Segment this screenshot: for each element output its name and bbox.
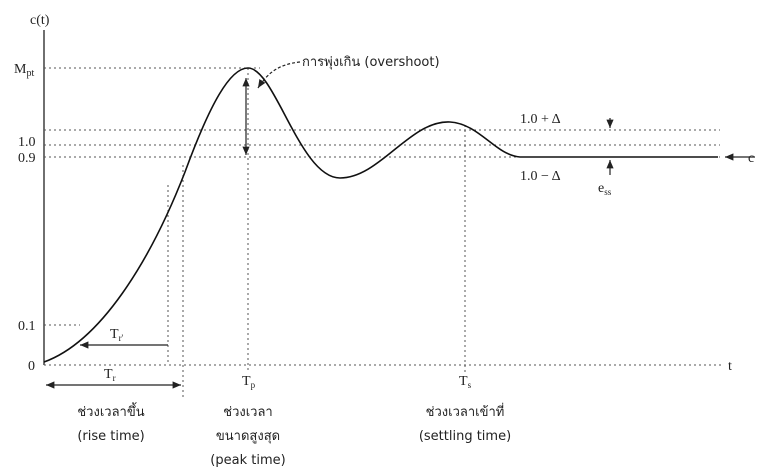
captions: ช่วงเวลาขึ้น (rise time) ช่วงเวลา ขนาดสู… [77, 402, 511, 468]
caption: (settling time) [419, 429, 511, 444]
y-label: 0.1 [18, 319, 36, 334]
overshoot-label: การพุ่งเกิน (overshoot) [302, 55, 440, 70]
time-label: Tr [104, 367, 116, 383]
y-label: 0 [28, 359, 35, 374]
x-axis-label: t [728, 359, 732, 374]
time-label: Tr' [110, 327, 124, 343]
arrows [46, 62, 755, 385]
caption: ช่วงเวลาเข้าที่ [426, 403, 505, 420]
final-label: c [748, 151, 754, 166]
time-label: Tp [242, 374, 256, 390]
y-label: 0.9 [18, 151, 36, 166]
y-label: 1.0 [18, 135, 36, 150]
response-curve [44, 68, 718, 362]
caption: (rise time) [77, 429, 144, 444]
axes [44, 30, 722, 365]
time-label: Ts [459, 374, 472, 390]
band-label: 1.0 − Δ [520, 169, 561, 184]
caption: ขนาดสูงสุด [216, 429, 280, 444]
caption: ช่วงเวลาขึ้น [77, 402, 144, 420]
diagram: c(t) t Mpt 1.0 0.9 0.1 0 การพุ่งเกิน (ov… [0, 0, 757, 473]
y-axis-label: c(t) [30, 13, 50, 28]
ess-label: ess [598, 181, 612, 197]
caption: (peak time) [210, 453, 285, 468]
guide-lines [44, 68, 720, 400]
caption: ช่วงเวลา [223, 405, 272, 420]
y-label: Mpt [14, 62, 34, 79]
band-label: 1.0 + Δ [520, 112, 561, 127]
